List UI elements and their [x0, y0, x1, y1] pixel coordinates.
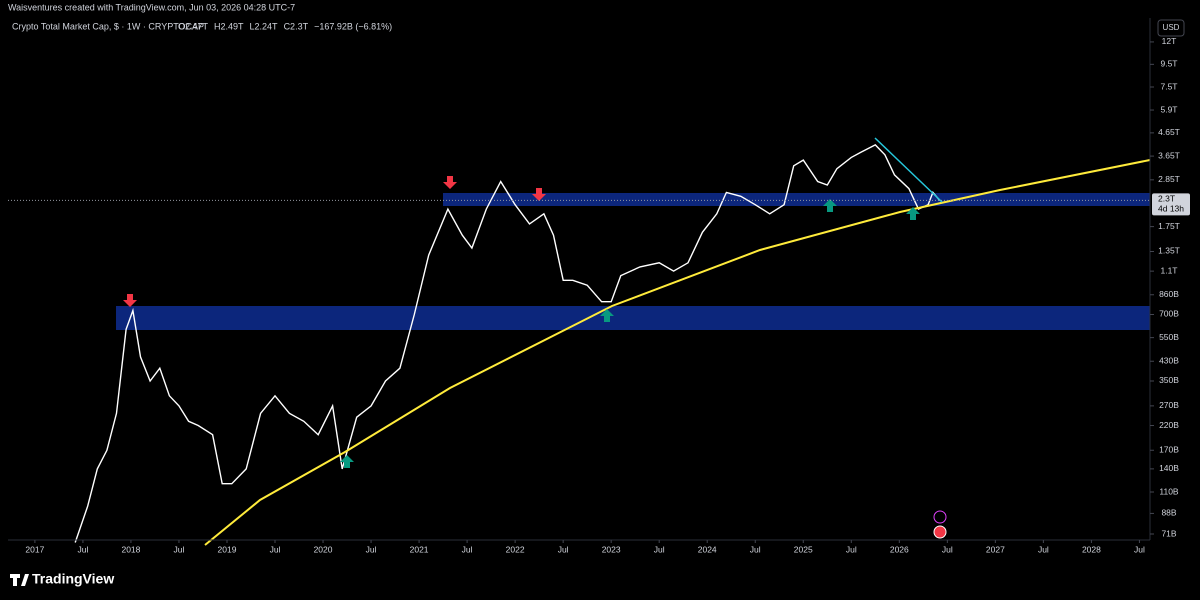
x-tick-label: 2023	[602, 544, 621, 554]
x-tick-label: 2027	[986, 544, 1005, 554]
ohlc: O2.47T H2.49T L2.24T C2.3T −167.92B (−6.81%)	[178, 21, 392, 31]
x-tick-label: 2020	[314, 544, 333, 554]
x-tick-label: 2021	[410, 544, 429, 554]
y-tick-label: 12T	[1162, 36, 1177, 46]
footer-logo: TradingView	[10, 571, 114, 587]
up-arrow	[600, 309, 614, 322]
y-tick-label: 550B	[1159, 332, 1179, 342]
y-tick-label: 700B	[1159, 309, 1179, 319]
y-tick-label: 3.65T	[1158, 150, 1180, 160]
ohlc-value: H2.49T	[214, 21, 244, 31]
currency-button[interactable]	[1157, 19, 1185, 37]
y-tick-label: 220B	[1159, 420, 1179, 430]
down-arrows	[123, 176, 546, 307]
x-tick-label: Jul	[174, 544, 185, 554]
up-arrow	[340, 455, 354, 468]
x-tick-label: 2019	[218, 544, 237, 554]
y-tick-label: 88B	[1161, 508, 1176, 518]
up-arrow	[823, 199, 837, 212]
x-tick-label: Jul	[1038, 544, 1049, 554]
up-arrow	[906, 207, 920, 220]
x-tick-label: 2017	[25, 544, 44, 554]
x-tick-label: Jul	[462, 544, 473, 554]
y-tick-label: 860B	[1159, 289, 1179, 299]
y-tick-label: 2.85T	[1158, 174, 1180, 184]
x-tick-label: 2025	[794, 544, 813, 554]
y-tick-label: 270B	[1159, 400, 1179, 410]
logo-icon	[10, 574, 29, 586]
x-tick-label: Jul	[942, 544, 953, 554]
symbol-title: Crypto Total Market Cap, $ · 1W · CRYPTO…	[12, 21, 204, 31]
x-tick-label: Jul	[558, 544, 569, 554]
countdown: 4d 13h	[1158, 204, 1184, 214]
down-arrow	[443, 176, 457, 189]
plot	[74, 144, 941, 543]
x-tick-label: 2024	[698, 544, 717, 554]
down-arrow	[123, 294, 137, 307]
y-tick-label: 7.5T	[1160, 81, 1177, 91]
event-icon[interactable]	[933, 510, 947, 524]
ohlc-value: −167.92B (−6.81%)	[314, 21, 392, 31]
price-line	[74, 144, 941, 543]
x-tick-label: 2022	[506, 544, 525, 554]
zone	[443, 193, 1150, 206]
zone	[116, 306, 1150, 330]
y-tick-label: 5.9T	[1160, 104, 1177, 114]
last-price-label: 2.3T	[1158, 194, 1175, 204]
down-arrow	[532, 188, 546, 201]
brand: TradingView	[32, 571, 114, 587]
x-tick-label: Jul	[77, 544, 88, 554]
trend-curve	[204, 159, 1151, 546]
header-text: Waisventures created with TradingView.co…	[8, 2, 295, 12]
x-tick-label: 2026	[890, 544, 909, 554]
up-arrows	[340, 199, 920, 468]
y-tick-label: 1.35T	[1158, 246, 1180, 256]
y-tick-label: 110B	[1159, 486, 1179, 496]
currency: USD	[1163, 23, 1180, 32]
x-tick-label: 2028	[1082, 544, 1101, 554]
y-tick-label: 1.75T	[1158, 221, 1180, 231]
x-tick-label: Jul	[270, 544, 281, 554]
y-tick-label: 140B	[1159, 463, 1179, 473]
x-tick-label: Jul	[654, 544, 665, 554]
ohlc-value: L2.24T	[250, 21, 279, 31]
ohlc-value: O2.47T	[178, 21, 209, 31]
x-tick-label: Jul	[1134, 544, 1145, 554]
x-tick-label: Jul	[750, 544, 761, 554]
last-price-box	[1152, 193, 1190, 216]
event-icon[interactable]	[933, 525, 947, 539]
y-tick-label: 1.1T	[1160, 265, 1177, 275]
y-tick-label: 4.65T	[1158, 127, 1180, 137]
x-tick-label: Jul	[366, 544, 377, 554]
x-tick-label: 2018	[121, 544, 140, 554]
y-tick-label: 71B	[1161, 528, 1176, 538]
y-tick-label: 170B	[1159, 445, 1179, 455]
y-tick-label: 9.5T	[1160, 59, 1177, 69]
trendline	[874, 137, 943, 203]
x-tick-label: Jul	[846, 544, 857, 554]
y-tick-label: 430B	[1159, 355, 1179, 365]
y-tick-label: 350B	[1159, 375, 1179, 385]
ohlc-value: C2.3T	[284, 21, 309, 31]
